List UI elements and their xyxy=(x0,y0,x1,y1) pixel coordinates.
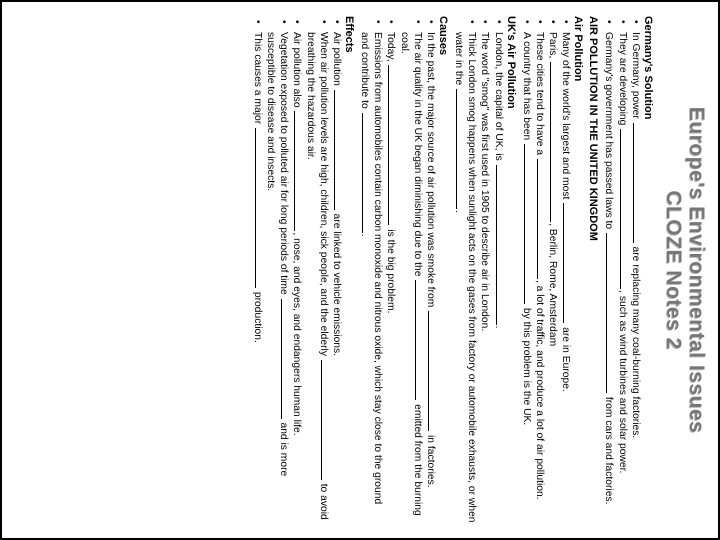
list-item: This causes a major production. xyxy=(251,20,264,524)
title-line2: CLOZE Notes 2 xyxy=(662,16,685,524)
list-item: In Germany, power are replacing many coa… xyxy=(629,20,642,524)
list-item: Many of the world's largest and most are… xyxy=(559,20,572,524)
list-item: The air quality in the UK began diminish… xyxy=(397,20,423,524)
list-item: Paris, , Berlin, Rome, Amsterdam xyxy=(546,20,559,524)
list-item: In the past, the major source of air pol… xyxy=(424,20,437,524)
list-item: Air pollution are linked to vehicle emis… xyxy=(330,20,343,524)
section-air-pollution: Air Pollution xyxy=(572,16,584,524)
page-title: Europe's Environmental Issues CLOZE Note… xyxy=(662,16,708,524)
list-item: Emissions from automobiles contain carbo… xyxy=(358,20,384,524)
list-item: These cities tend to have a , a lot of t… xyxy=(533,20,546,524)
bullets-uk-air: London, the capital of UK, is . The word… xyxy=(452,16,505,524)
title-line1: Europe's Environmental Issues xyxy=(685,16,708,524)
bullets-effects: Air pollution are linked to vehicle emis… xyxy=(251,16,343,524)
bullets-germany: In Germany, power are replacing many coa… xyxy=(602,16,642,524)
section-causes: Causes xyxy=(437,16,449,524)
list-item: London, the capital of UK, is . xyxy=(491,20,504,524)
bullets-causes: In the past, the major source of air pol… xyxy=(358,16,437,524)
list-item: Germany's government has passed laws to … xyxy=(602,20,615,524)
list-item: A country that has been by this problem … xyxy=(520,20,533,524)
section-uk-air: UK's Air Pollution xyxy=(505,16,517,524)
list-item: Today, is the big problem. xyxy=(384,20,397,524)
section-germany: Germany's Solution xyxy=(642,16,654,524)
list-item: Air pollution also , nose, and eyes, and… xyxy=(290,20,303,524)
list-item: The word "smog" was first used in 1905 t… xyxy=(478,20,491,524)
list-item: Vegetation exposed to polluted air for l… xyxy=(264,20,290,524)
page: Europe's Environmental Issues CLOZE Note… xyxy=(0,0,720,540)
section-effects: Effects xyxy=(343,16,355,524)
section-uk-header: AIR POLLUTION IN THE UNITED KINGDOM xyxy=(587,16,599,524)
bullets-air-pollution: Many of the world's largest and most are… xyxy=(520,16,573,524)
list-item: They are developing , such as wind turbi… xyxy=(615,20,628,524)
list-item: When air pollution levels are high, chil… xyxy=(303,20,329,524)
list-item: Thick London smog happens when sunlight … xyxy=(452,20,478,524)
